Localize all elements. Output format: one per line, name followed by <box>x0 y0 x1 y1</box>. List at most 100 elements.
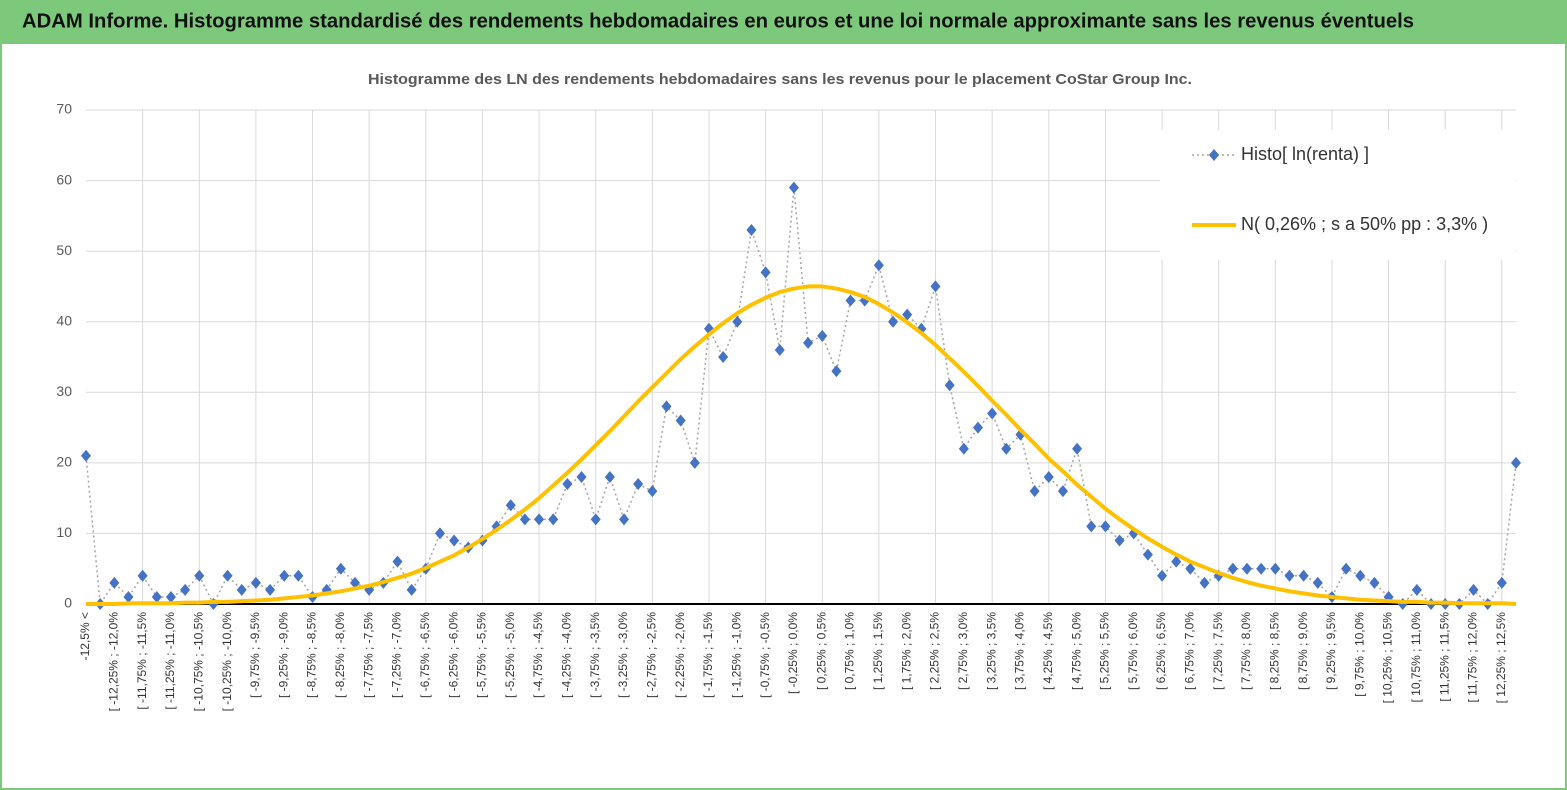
data-point <box>1355 569 1366 582</box>
x-tick-label: [ 10,25% ; 10,5% <box>1381 612 1395 704</box>
data-point <box>1142 548 1153 561</box>
data-point <box>194 569 205 582</box>
x-tick-label: [ 6,25% ; 6,5% <box>1154 612 1168 690</box>
legend-label: N( 0,26% ; s a 50% pp : 3,3% ) <box>1241 214 1488 234</box>
x-tick-label: [ 4,25% ; 4,5% <box>1041 612 1055 690</box>
data-point <box>1072 442 1083 455</box>
data-point <box>109 576 120 589</box>
data-point <box>151 590 162 603</box>
data-point <box>944 379 955 392</box>
data-point <box>236 583 247 596</box>
x-tick-label: [ 9,25% ; 9,5% <box>1324 612 1338 690</box>
data-point <box>1100 520 1111 533</box>
x-tick-label: [ 12,25% ; 12,5% <box>1494 612 1508 704</box>
data-point <box>1256 562 1267 575</box>
data-point <box>760 266 771 279</box>
data-point <box>562 478 573 491</box>
data-point <box>675 414 686 427</box>
x-tick-label: [ -5,75% ; -5,5% <box>475 612 489 698</box>
x-tick-label: [ -9,75% ; -9,5% <box>248 612 262 698</box>
data-point <box>449 534 460 547</box>
data-point <box>1312 576 1323 589</box>
data-point <box>633 478 644 491</box>
data-point <box>718 351 729 363</box>
x-tick-label: [ -3,25% ; -3,0% <box>616 612 630 698</box>
data-point <box>180 583 191 596</box>
x-tick-label: [ 0,25% ; 0,5% <box>814 612 828 690</box>
x-tick-label: [ -11,25% ; -11,0% <box>163 612 177 710</box>
data-point <box>406 583 417 596</box>
legend-label: Histo[ ln(renta) ] <box>1241 144 1369 164</box>
data-point <box>930 280 941 293</box>
data-point <box>137 569 148 582</box>
data-point <box>1227 562 1238 575</box>
data-point <box>817 329 828 342</box>
x-tick-label: [ -1,75% ; -1,5% <box>701 612 715 698</box>
data-point <box>1411 583 1422 596</box>
data-point <box>81 449 91 462</box>
data-point <box>987 407 998 420</box>
data-point <box>902 308 913 321</box>
data-point <box>661 400 672 413</box>
data-point <box>1029 485 1040 498</box>
data-point <box>1241 562 1252 575</box>
data-point <box>972 421 983 434</box>
x-tick-label: [ 10,75% ; 11,0% <box>1409 612 1423 703</box>
data-point <box>165 590 176 603</box>
data-point <box>845 294 856 307</box>
data-point <box>732 315 743 328</box>
y-tick-label: 70 <box>56 101 72 117</box>
x-tick-label: [ -8,75% ; -8,5% <box>305 612 319 698</box>
x-tick-label: [ -4,75% ; -4,5% <box>531 612 545 698</box>
x-tick-label: [ 7,75% ; 8,0% <box>1239 612 1253 690</box>
x-tick-label: [ -10,75% ; -10,5% <box>191 612 205 712</box>
data-point <box>1270 562 1281 575</box>
x-tick-label: [ 4,75% ; 5,0% <box>1069 612 1083 690</box>
y-tick-label: 30 <box>56 383 72 399</box>
data-point <box>1157 569 1168 582</box>
x-tick-label: [ -4,25% ; -4,0% <box>560 612 574 698</box>
x-tick-label: [ -5,25% ; -5,0% <box>503 612 517 698</box>
data-point <box>1341 562 1352 575</box>
data-point <box>1001 442 1012 455</box>
x-tick-label: [ 11,75% ; 12,0% <box>1466 612 1480 703</box>
y-tick-label: 0 <box>64 595 72 611</box>
x-tick-label: [ -11,75% ; -11,5% <box>135 612 149 710</box>
x-tick-label: [ 8,75% ; 9,0% <box>1296 612 1310 690</box>
data-point <box>1496 576 1507 589</box>
data-point <box>293 569 304 582</box>
data-point <box>604 470 615 483</box>
data-point <box>1199 576 1210 589</box>
data-point <box>434 527 445 540</box>
y-tick-label: 50 <box>56 242 72 258</box>
data-point <box>647 485 658 498</box>
x-tick-label: [ -2,75% ; -2,5% <box>645 612 659 698</box>
x-tick-label: [ -2,25% ; -2,0% <box>673 612 687 698</box>
y-tick-label: 20 <box>56 454 72 470</box>
x-tick-label: [ 9,75% ; 10,0% <box>1352 612 1366 697</box>
data-point <box>788 181 799 194</box>
y-tick-label: 60 <box>56 171 72 187</box>
data-point <box>1057 485 1068 498</box>
x-tick-label: [ -0,75% ; -0,5% <box>758 612 772 698</box>
frame <box>0 42 1567 790</box>
x-tick-label: [ -6,75% ; -6,5% <box>418 612 432 698</box>
data-point <box>265 583 276 596</box>
data-point <box>123 590 134 603</box>
legend-marker <box>1209 149 1219 161</box>
data-point <box>1284 569 1295 582</box>
data-point <box>335 562 346 575</box>
data-point <box>519 513 530 526</box>
data-point <box>222 569 233 582</box>
x-tick-label: [ 0,75% ; 1,0% <box>843 612 857 690</box>
data-point <box>873 259 884 272</box>
series-line <box>86 284 1517 606</box>
data-point <box>576 470 587 483</box>
data-point <box>1043 470 1054 483</box>
header-bar <box>0 0 1567 42</box>
x-tick-label: [ 6,75% ; 7,0% <box>1183 612 1197 690</box>
data-point <box>1468 583 1479 596</box>
x-tick-label: [ -7,25% ; -7,0% <box>390 612 404 698</box>
data-point <box>1171 555 1182 568</box>
